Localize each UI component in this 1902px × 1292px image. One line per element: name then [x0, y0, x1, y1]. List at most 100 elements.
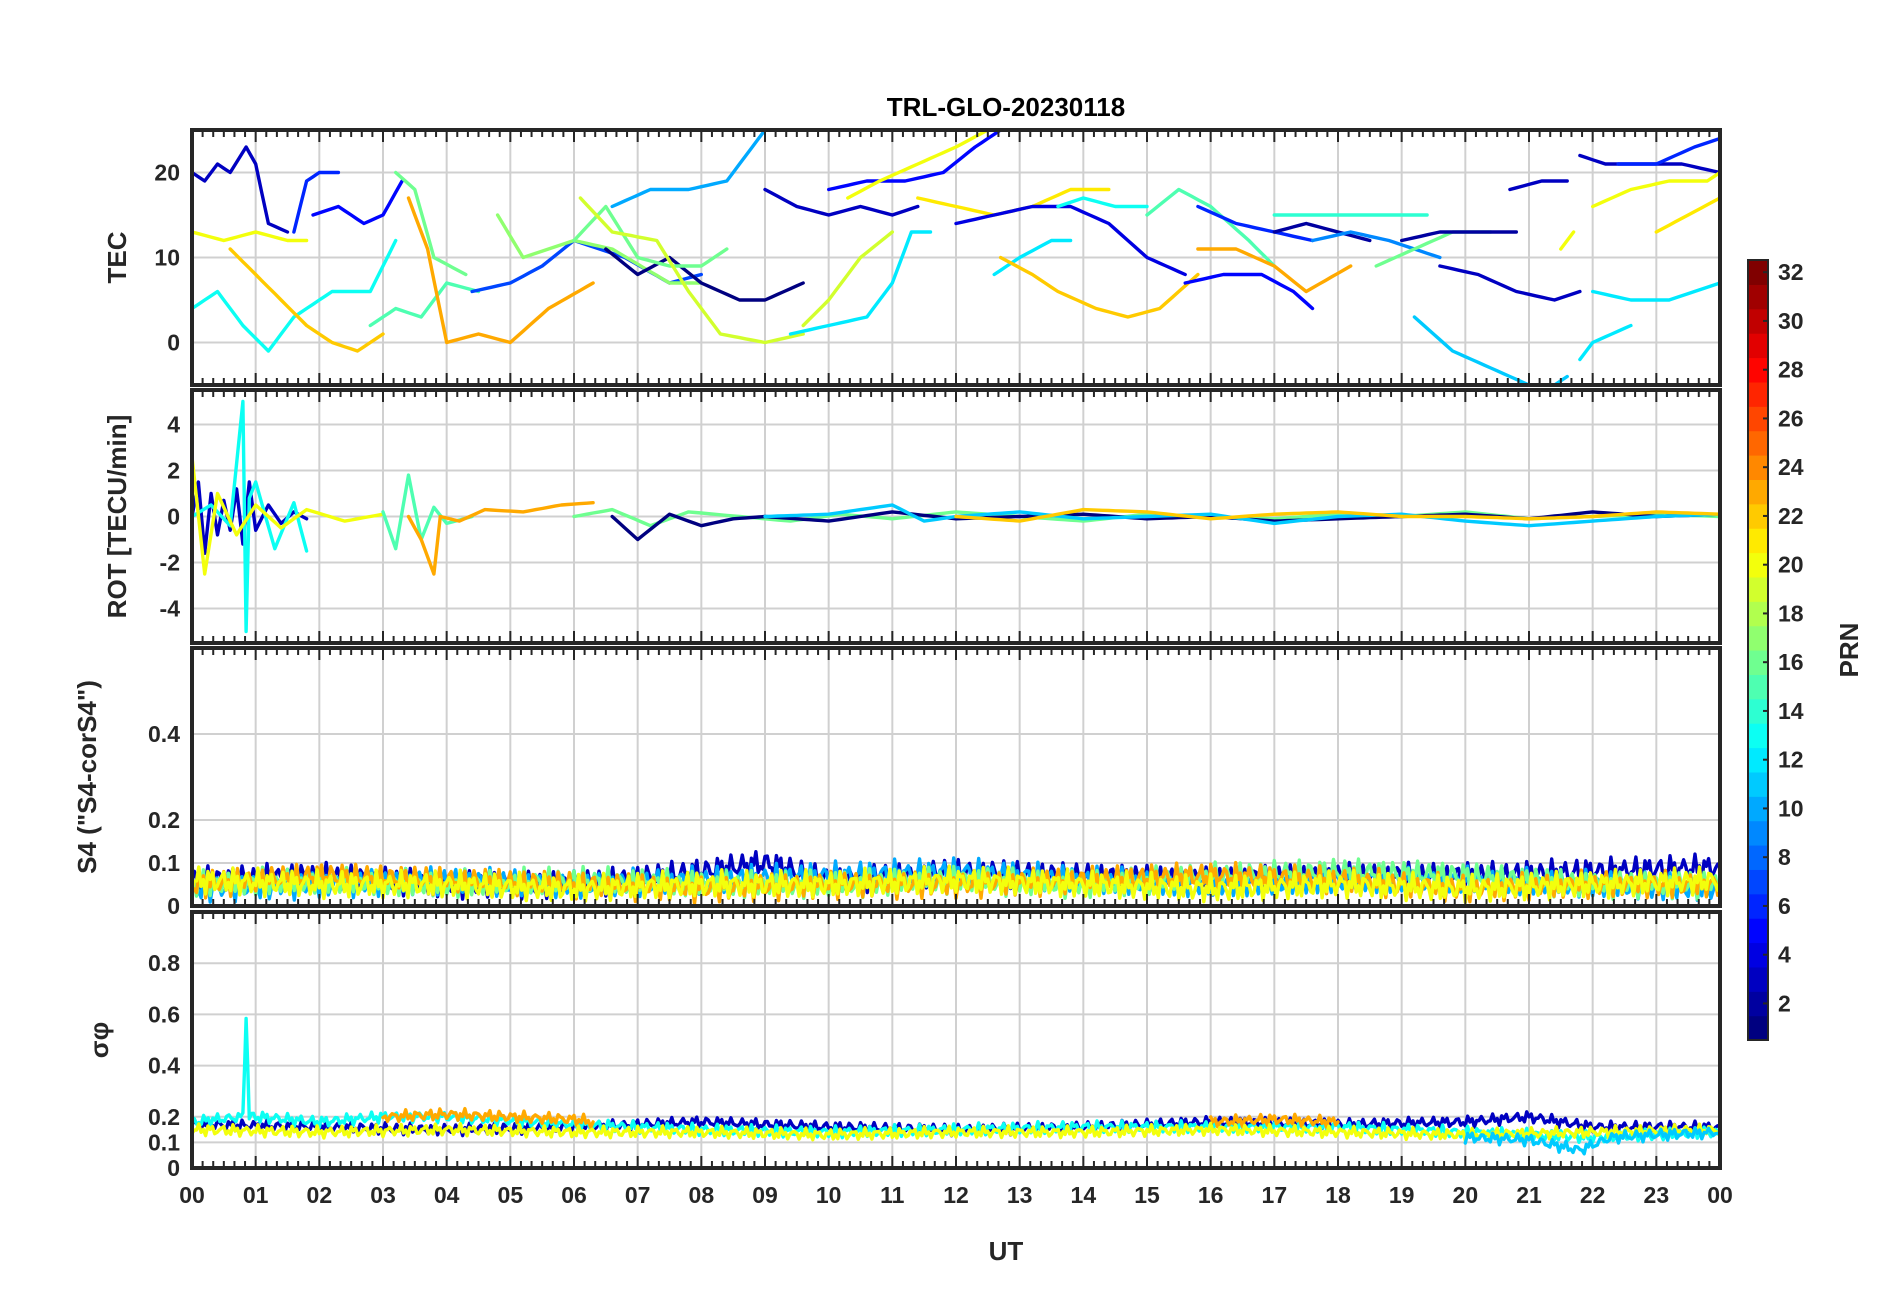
series-line-prn-20 [1590, 170, 1720, 209]
x-tick-label: 14 [1071, 1182, 1097, 1208]
colorbar-tick-label: 10 [1778, 795, 1804, 821]
x-tick-label: 10 [816, 1182, 842, 1208]
colorbar-swatch [1748, 503, 1768, 529]
x-tick-label: 00 [179, 1182, 205, 1208]
panel-tec: 0 10 20 TEC [102, 128, 1722, 387]
colorbar-swatch [1748, 966, 1768, 992]
series-line-prn-2 [1272, 221, 1372, 243]
y-tick-label: 0 [167, 1155, 180, 1181]
series-line-prn-6 [1196, 204, 1315, 243]
series-line-prn-12 [788, 230, 933, 336]
x-tick-label: 16 [1198, 1182, 1224, 1208]
colorbar-swatch [1748, 576, 1768, 602]
colorbar-tick-label: 24 [1778, 454, 1804, 480]
series-line-prn-3 [1438, 264, 1582, 302]
x-tick-label: 23 [1644, 1182, 1670, 1208]
colorbar-swatch [1748, 333, 1768, 359]
series-line-prn-11 [1463, 1125, 1720, 1156]
x-tick-marks-sigma [191, 912, 1721, 1168]
series-line-prn-13 [1056, 196, 1149, 209]
series-line-prn-3 [1508, 179, 1569, 192]
colorbar-swatch [1748, 381, 1768, 407]
series-line-prn-15 [368, 281, 481, 328]
y-tick-label: 0.6 [148, 1001, 180, 1027]
colorbar-swatch [1748, 357, 1768, 383]
panel-sigma: 00.10.2 0.4 0.6 0.8 σφ [84, 910, 1722, 1181]
colorbar-swatch [1748, 260, 1768, 285]
colorbar-tick-label: 22 [1778, 503, 1804, 529]
x-tick-labels: 00 01 02 03 04 05 06 07 08 09 10 11 12 13 14 15 16 17 18 19… [179, 1182, 1733, 1208]
series-line-prn-20 [846, 130, 990, 200]
x-tick-label: 20 [1453, 1182, 1479, 1208]
panel-rot: -4 -2 0 2 4 ROT [TECU/min] [102, 388, 1722, 645]
y-tick-label: -4 [160, 596, 181, 622]
series-line-prn-2 [1399, 230, 1519, 243]
series-line-prn-12 [1578, 323, 1633, 362]
series-line-prn-20 [192, 455, 385, 576]
series-line-prn-4 [954, 204, 1187, 277]
x-axis-label: UT [989, 1236, 1024, 1266]
panel-s4: 0 0.1 0.2 0.4 S4 ("S4-corS4") [72, 646, 1722, 919]
colorbar-label: PRN [1834, 623, 1864, 678]
colorbar-swatch [1748, 528, 1768, 554]
colorbar-swatch [1748, 650, 1768, 675]
colorbar-tick-label: 20 [1778, 552, 1804, 578]
series-line-prn-20 [1559, 230, 1576, 251]
series-line-prn-15 [1145, 187, 1277, 268]
x-tick-label: 08 [689, 1182, 715, 1208]
colorbar-tick-label: 16 [1778, 649, 1804, 675]
x-tick-marks-rot [191, 390, 1721, 643]
colorbar-tick-label: 32 [1778, 259, 1804, 285]
x-tick-label: 12 [943, 1182, 969, 1208]
x-tick-label: 19 [1389, 1182, 1415, 1208]
y-tick-label: 4 [167, 412, 180, 438]
x-tick-label: 06 [561, 1182, 587, 1208]
y-tick-label: 0.1 [148, 1129, 180, 1155]
x-tick-label: 00 [1707, 1182, 1733, 1208]
series-line-prn-16 [394, 170, 468, 277]
y-tick-label: 0.4 [148, 1053, 180, 1079]
colorbar-swatch [1748, 698, 1768, 724]
x-tick-label: 05 [498, 1182, 524, 1208]
colorbar-swatch [1748, 455, 1768, 480]
colorbar-tick-label: 26 [1778, 405, 1804, 431]
colorbar-swatch [1748, 723, 1768, 749]
colorbar-swatch [1748, 918, 1768, 944]
series-line-prn-10 [610, 130, 767, 209]
y-tick-label: 2 [167, 458, 180, 484]
y-tick-label: 20 [154, 160, 180, 186]
chart-title: TRL-GLO-20230118 [887, 92, 1125, 122]
colorbar-tick-label: 12 [1778, 747, 1804, 773]
colorbar-swatch [1748, 308, 1768, 334]
colorbar-swatch [1748, 406, 1768, 432]
series-line-prn-3 [192, 480, 309, 555]
series-line-prn-3 [192, 145, 290, 234]
traces-sigma [192, 1016, 1720, 1156]
series-line-prn-3 [763, 187, 920, 217]
y-tick-label: 0.8 [148, 950, 180, 976]
traces-tec [192, 130, 1720, 385]
series-line-prn-1 [604, 247, 805, 302]
series-line-prn-22 [954, 507, 1720, 523]
colorbar-swatch [1748, 552, 1768, 578]
y-tick-label: 0 [167, 330, 180, 356]
colorbar-swatch [1748, 601, 1768, 627]
colorbar-swatch [1748, 820, 1768, 846]
colorbar-tick-label: 2 [1778, 990, 1791, 1016]
series-line-prn-20 [192, 230, 309, 243]
series-line-prn-5 [1183, 272, 1315, 311]
series-line-prn-19 [801, 230, 894, 328]
series-line-prn-23 [381, 1106, 595, 1130]
series-line-prn-13 [192, 238, 398, 353]
series-line-prn-17 [495, 213, 703, 285]
series-line-prn-5 [827, 130, 1003, 192]
colorbar-swatch [1748, 625, 1768, 651]
x-tick-label: 11 [880, 1182, 905, 1208]
colorbar-swatch [1748, 845, 1768, 870]
y-axis-label-rot: ROT [TECU/min] [102, 415, 132, 619]
y-tick-label: -2 [160, 550, 180, 576]
colorbar-tick-label: 14 [1778, 698, 1804, 724]
